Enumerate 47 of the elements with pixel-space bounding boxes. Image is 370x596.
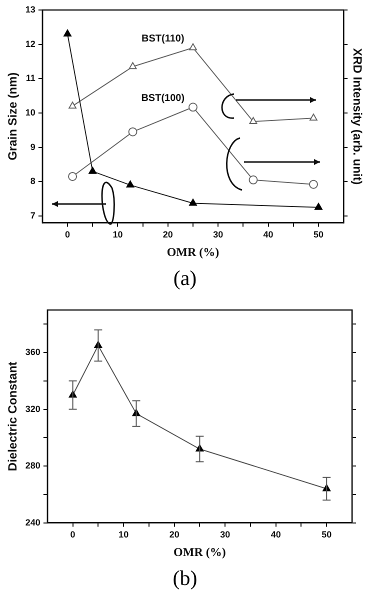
y-tick-label: 360 <box>25 347 40 358</box>
x-tick-label: 20 <box>162 230 173 240</box>
series-label: BST(100) <box>141 92 185 104</box>
x-tick-label: 40 <box>270 530 281 540</box>
series-label: BST(110) <box>141 34 184 45</box>
point <box>249 117 258 124</box>
point <box>248 175 258 184</box>
x-tick-label: 50 <box>313 230 324 240</box>
text: (b) <box>172 566 198 591</box>
point <box>128 127 138 136</box>
point <box>64 30 72 37</box>
point <box>128 62 137 70</box>
y-axis-title: Grain Size (nm) <box>6 72 20 160</box>
y-tick-label: 12 <box>25 38 36 49</box>
y-tick-label: 10 <box>25 107 36 118</box>
y-axis-title: Dielectric Constant <box>6 362 20 472</box>
point <box>188 102 198 112</box>
x-tick-label: 40 <box>263 230 274 240</box>
y-tick-label: 9 <box>30 142 36 152</box>
x-axis-title: OMR (%) <box>166 244 220 259</box>
y2-axis-title: XRD Intensity (arb. unit) <box>350 48 364 185</box>
point <box>189 43 197 50</box>
y-tick-label: 13 <box>25 4 36 14</box>
point <box>68 102 76 109</box>
y-tick-label: 7 <box>30 210 36 220</box>
point <box>88 166 97 174</box>
x-tick-label: 30 <box>213 230 224 240</box>
point <box>189 198 197 206</box>
point <box>126 180 134 188</box>
y-tick-label: 240 <box>25 517 40 528</box>
point <box>68 172 78 181</box>
x-tick-label: 0 <box>70 530 76 540</box>
x-tick-label: 30 <box>220 530 230 540</box>
point <box>314 202 322 210</box>
y-tick-label: 320 <box>25 404 40 414</box>
y-tick-label: 280 <box>25 460 40 471</box>
point <box>308 180 318 189</box>
point <box>310 114 318 121</box>
x-tick-label: 10 <box>118 530 129 540</box>
y-tick-label: 11 <box>26 73 36 84</box>
y-tick-label: 8 <box>30 176 36 186</box>
x-tick-label: 20 <box>169 530 180 540</box>
text: (a) <box>172 266 198 291</box>
x-tick-label: 10 <box>112 230 123 240</box>
x-tick-label: 50 <box>322 530 332 540</box>
x-tick-label: 0 <box>65 230 70 240</box>
x-axis-title: OMR (%) <box>174 544 226 559</box>
